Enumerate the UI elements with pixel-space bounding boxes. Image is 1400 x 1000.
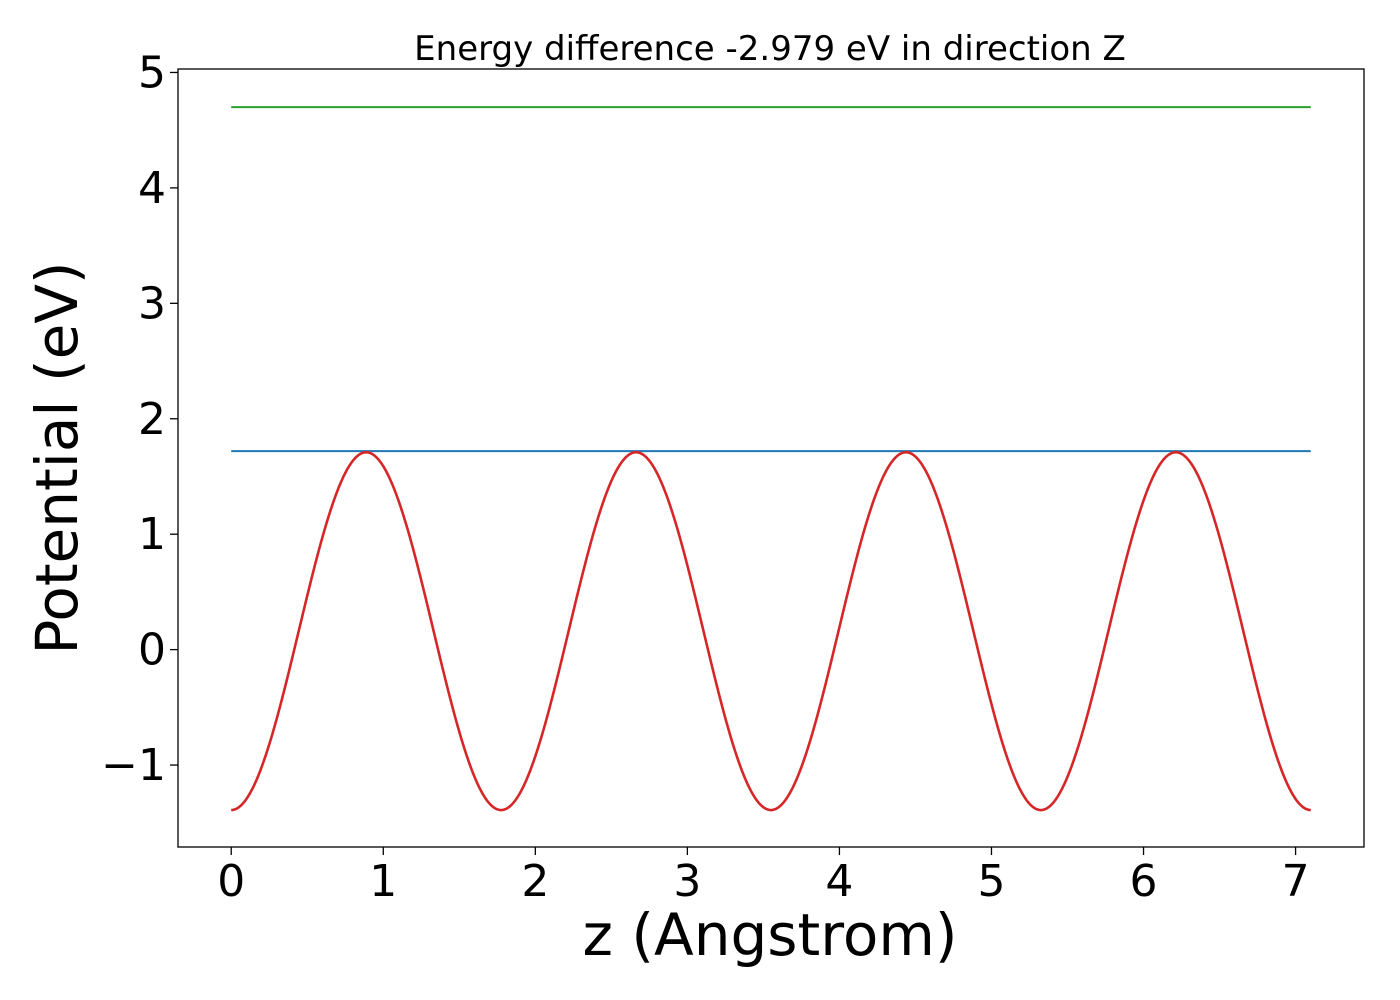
x-axis-label: z (Angstrom)	[583, 901, 958, 969]
series-line-3	[231, 450, 1311, 812]
x-tick-label: 2	[521, 856, 549, 907]
x-tick-label: 4	[825, 856, 853, 907]
y-tick-label: 0	[138, 625, 166, 676]
y-tick-label: 3	[138, 278, 166, 329]
x-tick-label: 1	[369, 856, 397, 907]
y-tick-label: 5	[138, 47, 166, 98]
x-tick-label: 3	[673, 856, 701, 907]
x-tick-label: 0	[217, 856, 245, 907]
chart-title: Energy difference -2.979 eV in direction…	[414, 29, 1126, 69]
y-axis-label: Potential (eV)	[23, 261, 91, 654]
y-axis-ticks: −1 0 1 2 3 4 5	[101, 47, 178, 791]
plot-area-frame	[177, 68, 1365, 848]
x-axis-ticks: 0 1 2 3 4 5 6 7	[217, 847, 1310, 907]
x-tick-label: 6	[1130, 856, 1158, 907]
x-tick-label: 7	[1282, 856, 1310, 907]
y-tick-label: 1	[138, 509, 166, 560]
y-tick-label: 4	[138, 163, 166, 214]
x-tick-label: 5	[977, 856, 1005, 907]
y-tick-label: −1	[101, 740, 166, 791]
series-layer	[231, 106, 1311, 812]
y-tick-label: 2	[138, 394, 166, 445]
